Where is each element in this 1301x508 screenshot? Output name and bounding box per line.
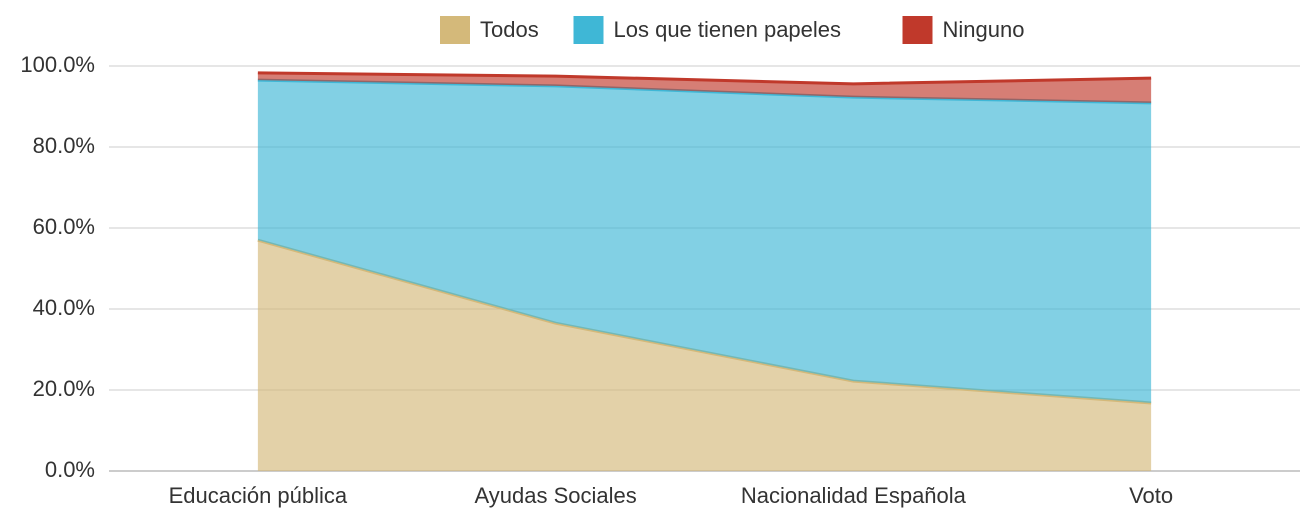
legend-label: Los que tienen papeles [614, 17, 842, 42]
y-tick-label: 40.0% [33, 295, 95, 320]
x-tick-label: Educación pública [169, 483, 348, 508]
area [257, 80, 1152, 403]
area-line [257, 71, 1152, 86]
legend-label: Ninguno [943, 17, 1025, 42]
legend-label: Todos [480, 17, 539, 42]
y-tick-label: 80.0% [33, 133, 95, 158]
x-tick-label: Nacionalidad Española [741, 483, 967, 508]
legend-swatch [573, 16, 604, 44]
x-tick-label: Ayudas Sociales [475, 483, 637, 508]
area [257, 72, 1152, 103]
legend-swatch [440, 16, 470, 44]
y-tick-label: 20.0% [33, 376, 95, 401]
x-tick-label: Voto [1129, 483, 1173, 508]
area [257, 240, 1152, 471]
y-tick-label: 100.0% [20, 52, 95, 77]
legend-swatch [902, 16, 933, 44]
y-tick-label: 0.0% [45, 457, 95, 482]
y-tick-label: 60.0% [33, 214, 95, 239]
